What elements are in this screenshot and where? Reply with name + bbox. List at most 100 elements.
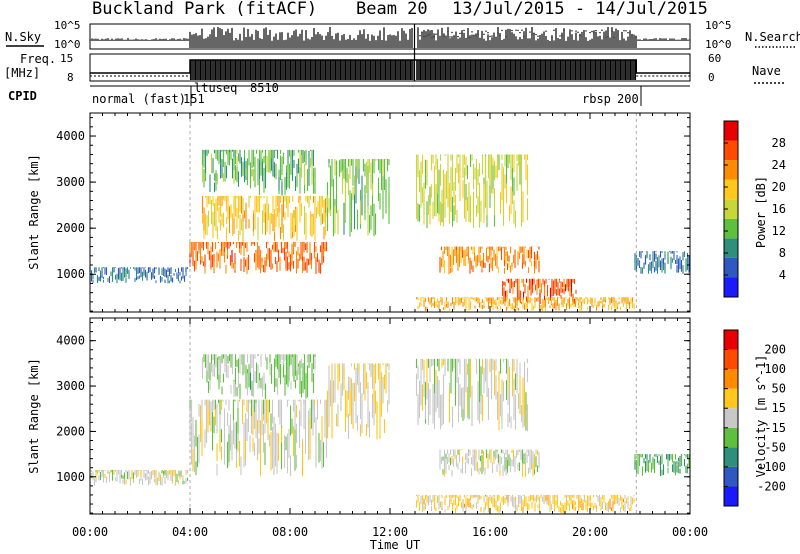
colorbar-tick-label: 50 (772, 382, 786, 396)
colorbar-swatch (724, 140, 738, 161)
colorbar-swatch (724, 466, 738, 487)
colorbar-swatch (724, 218, 738, 239)
cpid-bar: CPID normal (fast) 151 ltuseq 8510 rbsp … (8, 81, 690, 106)
nsky-frame (89, 23, 691, 50)
nsearch-dot (523, 35, 525, 38)
nsearch-dot (529, 31, 531, 33)
colorbar-swatch (724, 257, 738, 278)
x-tick-label: 12:00 (372, 525, 408, 539)
nsearch-dot (585, 30, 587, 32)
nsearch-dot (593, 31, 595, 34)
nsearch-dot (487, 32, 489, 34)
colorbar-swatch (724, 121, 738, 141)
power-colorbar-label: Power [dB] (754, 176, 768, 248)
nsearch-dot (599, 32, 601, 34)
colorbar-swatch (724, 447, 738, 467)
power-colorbar: 28 24 20 16 12 8 4 (723, 120, 786, 298)
cpid-segment-8510: 8510 (250, 81, 279, 95)
nsearch-dot (613, 36, 615, 39)
power-plot-area (90, 113, 690, 312)
nsearch-dot (457, 35, 459, 38)
velocity-panel: 1000 2000 3000 4000 Slant Range [km] 200 100… (27, 317, 786, 515)
freq-frame (89, 53, 691, 82)
nsearch-dot (627, 32, 629, 34)
nsearch-dot (625, 30, 627, 32)
nsearch-dot (425, 35, 427, 37)
nsearch-dot (489, 35, 491, 38)
colorbar-tick-label: 20 (772, 180, 786, 194)
nsearch-dot (607, 35, 609, 38)
colorbar-swatch (724, 330, 738, 350)
nsearch-dot (533, 32, 535, 35)
nsearch-dot (521, 29, 523, 31)
y-tick-label: 1000 (56, 267, 85, 281)
nsearch-dot (473, 34, 475, 36)
nsearch-dot (485, 30, 487, 32)
cpid-label: CPID (8, 89, 37, 103)
power-panel: 1000 2000 3000 4000 Slant Range [km] 28 24 20… (27, 112, 786, 313)
nsearch-dot (577, 31, 579, 34)
y-tick-label: 4000 (56, 334, 85, 348)
nsearch-dot (443, 35, 445, 37)
power-ylabel: Slant Range [km] (27, 154, 41, 270)
nsearch-dot (491, 35, 493, 37)
nsky-trace (89, 27, 691, 48)
nsearch-dot (561, 34, 563, 37)
nsearch-dot (537, 35, 539, 37)
nsearch-dot (421, 31, 423, 34)
power-data (89, 113, 690, 312)
nsearch-dot (551, 36, 553, 39)
colorbar-swatch (724, 369, 738, 389)
nsearch-dot (453, 35, 455, 37)
colorbar-tick-label: 12 (772, 224, 786, 238)
nsearch-dot (505, 35, 507, 38)
freq-trace (90, 24, 690, 81)
power-y-axis: 1000 2000 3000 4000 (56, 113, 691, 312)
nsearch-dot (579, 34, 581, 36)
nsearch-tick-bottom: 10^0 (705, 38, 732, 51)
colorbar-swatch (724, 179, 738, 200)
nsky-tick-bottom: 10^0 (54, 38, 81, 51)
nsearch-dot (433, 35, 435, 38)
y-tick-label: 3000 (56, 175, 85, 189)
nsearch-dot (471, 31, 473, 33)
nave-label: Nave (752, 64, 781, 78)
nsearch-dot (459, 32, 461, 35)
radar-title: Buckland Park (fitACF) (92, 0, 317, 19)
nsearch-dot (595, 29, 597, 32)
freq-unit-label: [MHz] (4, 66, 40, 80)
nsearch-dot (463, 29, 465, 32)
nsearch-dot (553, 29, 555, 31)
date-range: 13/Jul/2015 - 14/Jul/2015 (452, 0, 708, 19)
nsearch-dot (449, 36, 451, 38)
nsearch-dot (497, 32, 499, 34)
nsearch-dot (517, 29, 519, 32)
nsearch-dot (515, 29, 517, 31)
velocity-colorbar: 200 100 50 15 -15 -50 -100 -200 (723, 329, 786, 507)
colorbar-tick-label: 28 (772, 136, 786, 150)
velocity-ylabel: Slant Range [km] (27, 358, 41, 474)
nsearch-dot (611, 30, 613, 32)
nsearch-dot (605, 36, 607, 39)
colorbar-tick-label: 8 (779, 246, 786, 260)
nsearch-dot (631, 35, 633, 37)
colorbar-frame (723, 329, 739, 507)
freq-label: Freq. (20, 52, 56, 66)
colorbar-swatch (724, 160, 738, 180)
nsearch-dot (539, 34, 541, 37)
freq-panel: Freq. [MHz] 15 8 60 0 Nave (4, 24, 786, 84)
colorbar-tick-label: 24 (772, 158, 786, 172)
x-tick-label: 00:00 (672, 525, 708, 539)
nsearch-dot (435, 33, 437, 35)
x-tick-label: 08:00 (272, 525, 308, 539)
colorbar-swatch (724, 199, 738, 219)
cpid-segment-normal: normal (fast) (92, 92, 186, 106)
nsearch-dot (545, 30, 547, 32)
cpid-segment-ltuseq: ltuseq (194, 81, 237, 95)
colorbar-tick-label: 100 (764, 362, 786, 376)
y-tick-label: 4000 (56, 129, 85, 143)
nsearch-dot (623, 29, 625, 32)
velocity-colorbar-label-main: Velocity [m s^-1] (754, 355, 768, 478)
colorbar-tick-label: 16 (772, 202, 786, 216)
